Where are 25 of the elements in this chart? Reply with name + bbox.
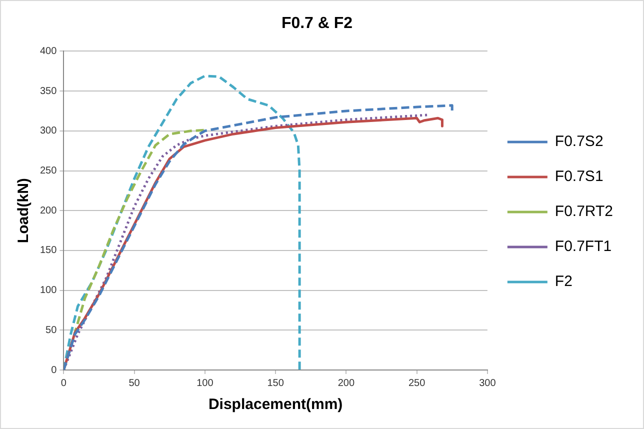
x-tick-label: 250 — [408, 378, 426, 389]
x-tick-label: 100 — [196, 378, 214, 389]
legend-label: F0.7RT2 — [554, 203, 614, 220]
legend-label: F0.7S2 — [554, 133, 604, 150]
y-axis-title: Load(kN) — [15, 178, 32, 244]
y-tick-label: 0 — [51, 364, 58, 376]
y-tick-label: 300 — [40, 126, 58, 137]
x-tick-label: 300 — [479, 378, 496, 389]
x-tick-label: 150 — [267, 378, 284, 389]
y-tick-label: 100 — [40, 285, 58, 296]
line-series — [64, 74, 301, 370]
chart-title: F0.7 & F2 — [281, 15, 353, 32]
y-tick-label: 400 — [40, 46, 58, 57]
legend-label: F0.7FT1 — [554, 238, 612, 256]
x-tick-label: 0 — [60, 378, 67, 389]
y-tick-label: 150 — [40, 245, 58, 256]
x-tick-label: 50 — [128, 378, 140, 389]
y-tick-label: 200 — [40, 205, 58, 216]
x-tick-label: 200 — [338, 378, 355, 389]
x-axis-title: Displacement(mm) — [208, 396, 343, 414]
legend-label: F2 — [554, 273, 572, 290]
y-tick-label: 50 — [46, 324, 58, 336]
y-tick-label: 350 — [40, 86, 58, 97]
legend-label: F0.7S1 — [554, 168, 604, 186]
y-tick-label: 250 — [40, 166, 58, 176]
